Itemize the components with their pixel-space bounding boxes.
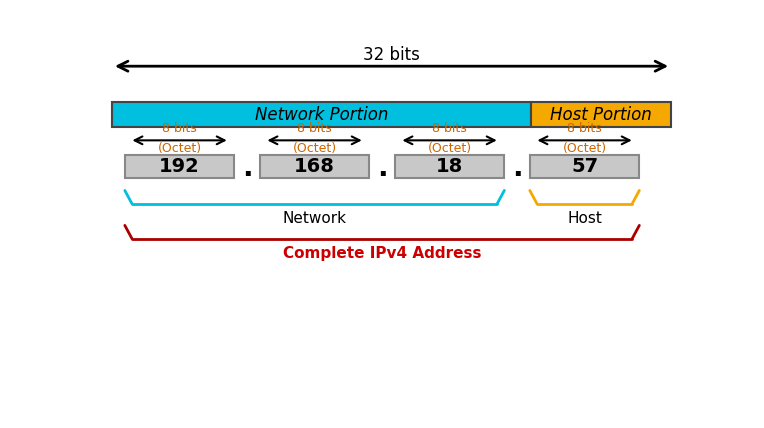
Text: (Octet): (Octet) xyxy=(157,142,202,155)
Text: Network Portion: Network Portion xyxy=(255,106,388,124)
Text: (Octet): (Octet) xyxy=(428,142,471,155)
Text: 8 bits: 8 bits xyxy=(567,122,602,135)
Text: .: . xyxy=(377,154,387,182)
Text: 192: 192 xyxy=(159,157,200,176)
Text: 32 bits: 32 bits xyxy=(363,45,420,63)
Text: (Octet): (Octet) xyxy=(562,142,607,155)
Text: 8 bits: 8 bits xyxy=(432,122,467,135)
Bar xyxy=(395,155,504,178)
Text: 8 bits: 8 bits xyxy=(162,122,197,135)
Text: (Octet): (Octet) xyxy=(293,142,337,155)
Text: Host Portion: Host Portion xyxy=(550,106,652,124)
Text: .: . xyxy=(512,154,523,182)
Bar xyxy=(529,155,639,178)
Bar xyxy=(260,155,369,178)
Text: 18: 18 xyxy=(436,157,463,176)
Text: Complete IPv4 Address: Complete IPv4 Address xyxy=(283,247,481,262)
Text: 8 bits: 8 bits xyxy=(297,122,332,135)
Text: .: . xyxy=(242,154,253,182)
Bar xyxy=(531,102,671,127)
Text: 57: 57 xyxy=(571,157,598,176)
Text: Network: Network xyxy=(283,211,347,226)
Bar xyxy=(112,102,531,127)
Text: Host: Host xyxy=(567,211,602,226)
Bar xyxy=(125,155,235,178)
Text: 168: 168 xyxy=(294,157,335,176)
